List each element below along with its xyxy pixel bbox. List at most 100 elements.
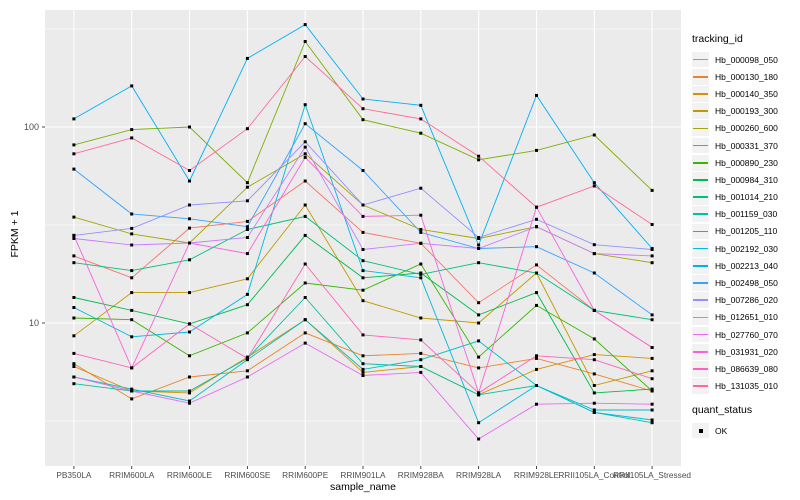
legend-key-line-icon — [693, 385, 708, 387]
legend-label: OK — [715, 425, 728, 436]
legend-key-box — [692, 378, 709, 395]
svg-text:10: 10 — [29, 318, 39, 328]
legend-label: Hb_000140_350 — [715, 88, 778, 99]
legend-key-box — [692, 154, 709, 171]
legend-key-box — [692, 361, 709, 377]
legend-key-line-icon — [693, 75, 708, 78]
legend-item-Hb_012651_010: Hb_012651_010 — [692, 309, 778, 326]
legend-key-line-icon — [693, 247, 708, 250]
legend-label: Hb_007286_020 — [715, 295, 778, 306]
legend-key-line-icon — [693, 93, 708, 95]
legend-label: Hb_086639_080 — [715, 363, 778, 374]
legend-item-Hb_031931_020: Hb_031931_020 — [692, 343, 778, 360]
svg-text:RRIM928BA: RRIM928BA — [398, 470, 445, 480]
legend-item-Hb_001159_030: Hb_001159_030 — [692, 206, 778, 223]
legend-item-Hb_001205_110: Hb_001205_110 — [692, 223, 778, 240]
legend-label: Hb_001159_030 — [715, 209, 778, 220]
x-axis-title: sample_name — [330, 481, 396, 493]
legend-key-line-icon — [693, 350, 708, 353]
legend-item-Hb_000130_180: Hb_000130_180 — [692, 68, 778, 85]
legend-item-Hb_007286_020: Hb_007286_020 — [692, 292, 778, 309]
legend-key-box — [692, 257, 709, 274]
svg-text:RRIM928LA: RRIM928LA — [456, 470, 502, 480]
legend-key-line-icon — [693, 179, 708, 181]
point-marker-icon — [698, 428, 703, 433]
legend-item-Hb_000260_600: Hb_000260_600 — [692, 120, 778, 137]
legend-item-Hb_027760_070: Hb_027760_070 — [692, 326, 778, 343]
legend-key-line-icon — [693, 196, 708, 198]
legend-label: Hb_131035_010 — [715, 381, 778, 392]
legend-item-ok: OK — [692, 422, 752, 439]
legend-key-line-icon — [693, 299, 708, 301]
svg-text:RRIM600LA: RRIM600LA — [109, 470, 155, 480]
svg-text:RRIM600PE: RRIM600PE — [282, 470, 329, 480]
legend-key-box — [692, 120, 709, 137]
legend-item-Hb_086639_080: Hb_086639_080 — [692, 360, 778, 377]
legend-item-Hb_000331_370: Hb_000331_370 — [692, 137, 778, 154]
legend-key-box — [692, 86, 709, 102]
legend-label: Hb_000890_230 — [715, 157, 778, 168]
legend-key-box — [692, 206, 709, 223]
legend-label: Hb_000984_310 — [715, 174, 778, 185]
legend-label: Hb_012651_010 — [715, 312, 778, 323]
legend-key-box — [692, 326, 709, 343]
legend-key-box — [692, 422, 709, 439]
legend-key-line-icon — [693, 144, 708, 147]
legend-key-box — [692, 343, 709, 360]
svg-text:RRIM901LA: RRIM901LA — [340, 470, 386, 480]
legend-label: Hb_001014_210 — [715, 192, 778, 203]
svg-text:RRIM600SE: RRIM600SE — [224, 470, 271, 480]
legend-key-box — [692, 51, 709, 68]
legend-item-Hb_001014_210: Hb_001014_210 — [692, 189, 778, 206]
legend-label: Hb_000260_600 — [715, 123, 778, 134]
legend-title-quant-status: quant_status — [692, 404, 753, 416]
svg-text:RRII105LA_Control: RRII105LA_Control — [558, 470, 630, 480]
svg-text:RRIM600LE: RRIM600LE — [167, 470, 213, 480]
legend-label: Hb_000331_370 — [715, 140, 778, 151]
legend-title-tracking-id: tracking_id — [692, 33, 743, 45]
legend-key-line-icon — [693, 316, 708, 319]
legend-key-line-icon — [693, 368, 708, 370]
legend-key-line-icon — [693, 58, 708, 61]
legend-key-box — [692, 103, 709, 120]
legend-label: Hb_000130_180 — [715, 71, 778, 82]
legend-key-box — [692, 309, 709, 326]
data-points — [72, 23, 654, 441]
svg-text:RRII105LA_Stressed: RRII105LA_Stressed — [613, 470, 691, 480]
legend-item-Hb_000193_300: Hb_000193_300 — [692, 103, 778, 120]
legend-key-line-icon — [693, 333, 708, 336]
legend-label: Hb_031931_020 — [715, 346, 778, 357]
legend-key-box — [692, 223, 709, 240]
legend-key-line-icon — [693, 213, 708, 216]
legend-key-line-icon — [693, 161, 708, 164]
legend-key-box — [692, 137, 709, 154]
legend-key-line-icon — [693, 265, 708, 267]
legend-label: Hb_001205_110 — [715, 226, 778, 237]
legend-item-list: Hb_000098_050 Hb_000130_180 Hb_000140_350 H… — [692, 51, 778, 395]
svg-text:RRIM928LE: RRIM928LE — [514, 470, 560, 480]
legend-item-Hb_000140_350: Hb_000140_350 — [692, 85, 778, 102]
legend-key-box — [692, 189, 709, 205]
legend-label: Hb_002213_040 — [715, 260, 778, 271]
legend-key-box — [692, 240, 709, 257]
legend-key-line-icon — [693, 230, 708, 233]
legend-key-line-icon — [693, 110, 708, 112]
legend-label: Hb_000098_050 — [715, 54, 778, 65]
legend-item-Hb_002213_040: Hb_002213_040 — [692, 257, 778, 274]
legend-key-line-icon — [693, 127, 708, 130]
legend-item-Hb_002192_030: Hb_002192_030 — [692, 240, 778, 257]
legend-key-box — [692, 275, 709, 291]
gridlines-major — [45, 10, 681, 466]
legend-quant-status: quant_status OK — [692, 404, 752, 439]
x-axis-ticks: PB350LA RRIM600LA RRIM600LE RRIM600SE RRIM60… — [56, 466, 691, 480]
y-axis-ticks: 10 100 — [24, 122, 45, 328]
legend-label: Hb_002192_030 — [715, 243, 778, 254]
legend-key-box — [692, 292, 709, 309]
svg-text:PB350LA: PB350LA — [56, 470, 92, 480]
legend-key-line-icon — [693, 282, 708, 284]
legend-label: Hb_000193_300 — [715, 106, 778, 117]
legend-item-Hb_000984_310: Hb_000984_310 — [692, 171, 778, 188]
legend-key-box — [692, 172, 709, 188]
